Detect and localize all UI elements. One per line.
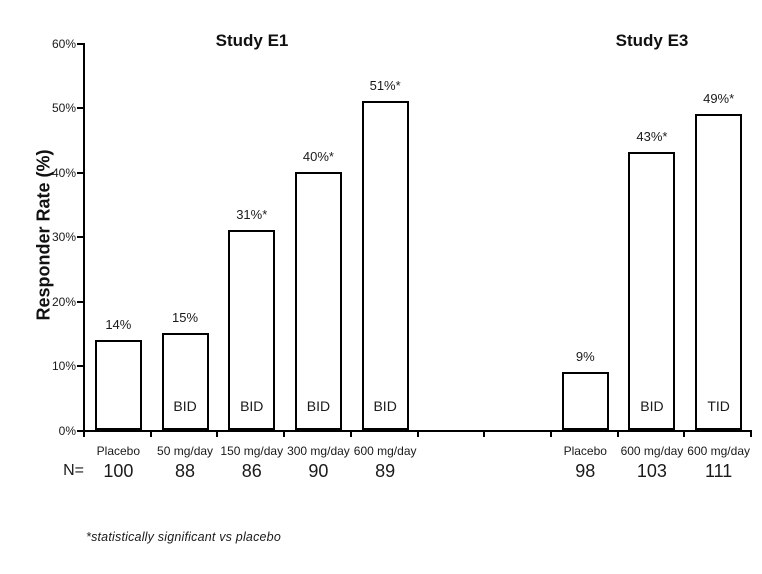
bar-value-label: 9% bbox=[575, 348, 595, 364]
bar bbox=[294, 171, 342, 430]
bar-value-label: 15% bbox=[172, 310, 199, 326]
x-tick bbox=[149, 430, 152, 437]
x-tick bbox=[483, 430, 486, 437]
x-tick bbox=[349, 430, 352, 437]
bar-dose-label: BID bbox=[240, 398, 264, 414]
y-tick bbox=[77, 171, 83, 174]
category-label: 50 mg/day bbox=[157, 444, 214, 458]
bar bbox=[161, 333, 209, 430]
y-tick bbox=[77, 300, 83, 303]
y-tick-label: 10% bbox=[51, 359, 76, 374]
bar-value-label: 51%* bbox=[369, 77, 401, 93]
category-label: 300 mg/day bbox=[287, 444, 350, 458]
n-value: 86 bbox=[241, 461, 262, 481]
bar bbox=[561, 371, 609, 430]
y-tick bbox=[77, 107, 83, 110]
bar bbox=[695, 113, 743, 430]
x-tick bbox=[616, 430, 619, 437]
bar bbox=[228, 229, 276, 430]
x-tick bbox=[283, 430, 286, 437]
n-value: 90 bbox=[308, 461, 329, 481]
category-label: Placebo bbox=[563, 444, 607, 458]
bar bbox=[94, 339, 142, 430]
bar-dose-label: BID bbox=[173, 398, 197, 414]
x-tick bbox=[216, 430, 219, 437]
bar-dose-label: BID bbox=[373, 398, 397, 414]
x-tick bbox=[83, 430, 85, 437]
x-tick bbox=[750, 430, 752, 437]
bar-value-label: 43%* bbox=[636, 129, 668, 145]
y-tick bbox=[77, 365, 83, 368]
bar-value-label: 49%* bbox=[703, 90, 735, 106]
y-tick-label: 60% bbox=[51, 36, 76, 51]
n-value: 98 bbox=[575, 461, 596, 481]
bar-value-label: 40%* bbox=[302, 148, 334, 164]
y-tick bbox=[77, 42, 83, 45]
category-label: 600 mg/day bbox=[353, 444, 417, 458]
n-value: 88 bbox=[175, 461, 196, 481]
x-tick bbox=[416, 430, 419, 437]
bar-dose-label: BID bbox=[306, 398, 331, 414]
category-label: 600 mg/day bbox=[620, 444, 684, 458]
y-tick-label: 40% bbox=[51, 165, 76, 180]
y-tick-label: 50% bbox=[51, 101, 76, 116]
bar bbox=[628, 152, 676, 430]
y-tick bbox=[77, 236, 83, 239]
bar-dose-label: TID bbox=[707, 398, 730, 414]
category-label: 150 mg/day bbox=[220, 444, 284, 458]
n-equals-label: N= bbox=[63, 462, 84, 479]
footnote: *statistically significant vs placebo bbox=[86, 530, 281, 544]
study-e3-title: Study E3 bbox=[615, 31, 689, 50]
bar bbox=[361, 100, 409, 430]
study-e1-title: Study E1 bbox=[215, 31, 289, 50]
bar-value-label: 31%* bbox=[236, 206, 268, 222]
n-value: 103 bbox=[636, 461, 667, 481]
y-axis bbox=[83, 43, 85, 432]
n-value: 100 bbox=[103, 461, 134, 481]
n-value: 111 bbox=[704, 461, 733, 481]
bar-value-label: 14% bbox=[105, 316, 132, 332]
n-value: 89 bbox=[375, 461, 396, 481]
category-label: Placebo bbox=[96, 444, 141, 458]
x-tick bbox=[549, 430, 552, 437]
y-tick-label: 20% bbox=[51, 294, 76, 309]
category-label: 600 mg/day bbox=[687, 444, 750, 458]
bar-dose-label: BID bbox=[640, 398, 664, 414]
y-tick-label: 30% bbox=[51, 230, 76, 245]
y-tick-label: 0% bbox=[58, 424, 76, 438]
x-tick bbox=[683, 430, 686, 437]
y-tick bbox=[77, 430, 83, 432]
